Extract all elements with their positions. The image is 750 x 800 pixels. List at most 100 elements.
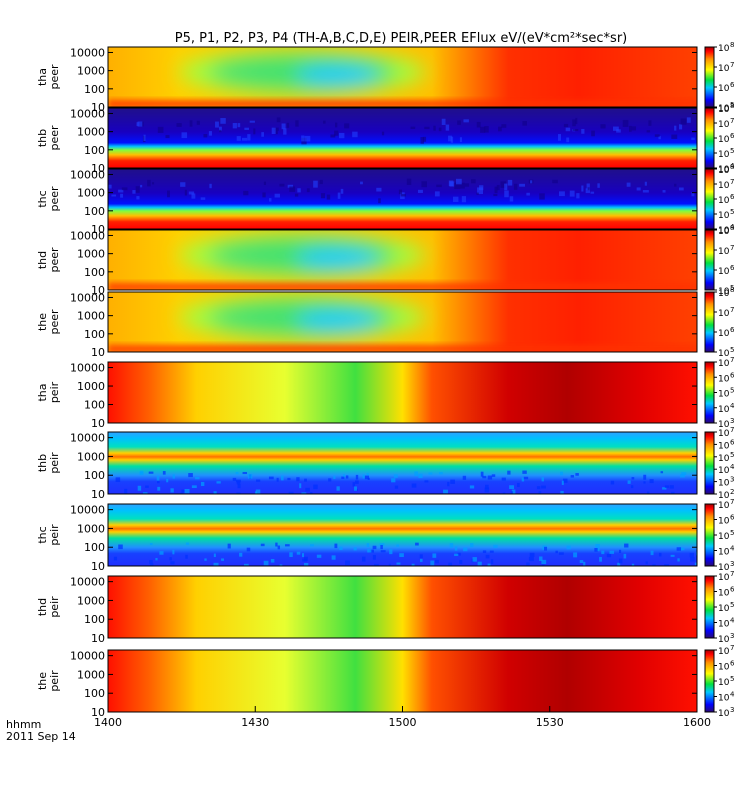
time-axis-date: 2011 Sep 14 xyxy=(6,730,76,743)
panel-the-peir: 10100100010000the peir103104105106107 xyxy=(36,644,735,719)
colorbar xyxy=(705,432,714,494)
x-tick-label: 1400 xyxy=(94,716,122,729)
colorbar-tick-label: 10 xyxy=(718,289,730,299)
colorbar-tick-label: 10 xyxy=(718,441,730,451)
colorbar-tick-exponent: 6 xyxy=(730,514,735,522)
y-tick-label: 100 xyxy=(84,328,105,341)
y-tick-label: 100 xyxy=(84,144,105,157)
colorbar-tick-exponent: 6 xyxy=(730,264,735,272)
y-tick-label: 1000 xyxy=(77,668,105,681)
colorbar-tick-label: 10 xyxy=(718,150,730,160)
colorbar-tick-exponent: 4 xyxy=(730,545,735,553)
colorbar-tick-label: 10 xyxy=(718,491,730,501)
colorbar-tick-label: 10 xyxy=(718,247,730,257)
colorbar-tick-label: 10 xyxy=(718,349,730,359)
colorbar-tick-exponent: 7 xyxy=(730,356,734,364)
colorbar-tick-exponent: 4 xyxy=(730,617,735,625)
colorbar-tick-label: 10 xyxy=(718,517,730,527)
colorbar-tick-exponent: 7 xyxy=(730,178,734,186)
y-tick-label: 10000 xyxy=(70,504,105,517)
y-tick-label: 10000 xyxy=(70,362,105,375)
colorbar-tick-label: 10 xyxy=(718,267,730,277)
y-tick-label: 100 xyxy=(84,687,105,700)
colorbar xyxy=(705,292,714,352)
colorbar-tick-label: 10 xyxy=(718,589,730,599)
colorbar-tick-exponent: 7 xyxy=(730,244,734,252)
colorbar-tick-exponent: 4 xyxy=(730,691,735,699)
colorbar-tick-label: 10 xyxy=(718,454,730,464)
panel-thb-peir: 10100100010000thb peir102103104105106107 xyxy=(36,426,735,501)
y-tick-label: 1000 xyxy=(77,126,105,139)
x-tick-label: 1430 xyxy=(241,716,269,729)
panel-thd-peer: 10100100010000thd peer105106107108 xyxy=(36,224,735,297)
colorbar-tick-label: 10 xyxy=(718,390,730,400)
colorbar-tick-exponent: 5 xyxy=(730,346,734,354)
panel-species-label: peir xyxy=(48,381,61,403)
y-tick-label: 10000 xyxy=(70,650,105,663)
panel-species-label: peir xyxy=(48,670,61,692)
colorbar-tick-exponent: 6 xyxy=(730,586,735,594)
y-tick-label: 10000 xyxy=(70,107,105,120)
y-tick-label: 100 xyxy=(84,469,105,482)
panel-thc-peir: 10100100010000thc peir103104105106107 xyxy=(36,498,735,573)
panel-species-label: peir xyxy=(48,452,61,474)
panel-species-label: peer xyxy=(48,247,61,273)
colorbar-tick-exponent: 2 xyxy=(730,488,734,496)
colorbar-tick-label: 10 xyxy=(718,211,730,221)
panel-species-label: peir xyxy=(48,596,61,618)
panel-species-label: peer xyxy=(48,309,61,335)
y-tick-label: 1000 xyxy=(77,310,105,323)
y-tick-label: 1000 xyxy=(77,450,105,463)
colorbar-tick-label: 10 xyxy=(718,84,730,94)
colorbar-tick-exponent: 4 xyxy=(730,402,735,410)
colorbar-tick-label: 10 xyxy=(718,105,730,115)
colorbar-tick-exponent: 7 xyxy=(730,570,734,578)
y-tick-label: 10000 xyxy=(70,432,105,445)
colorbar-tick-label: 10 xyxy=(718,359,730,369)
colorbar-tick-exponent: 8 xyxy=(730,102,734,110)
panel-species-label: peer xyxy=(48,186,61,212)
colorbar-tick-exponent: 7 xyxy=(730,306,734,314)
colorbar-tick-label: 10 xyxy=(718,44,730,54)
colorbar-tick-label: 10 xyxy=(718,405,730,415)
colorbar-tick-label: 10 xyxy=(718,309,730,319)
colorbar-tick-exponent: 8 xyxy=(730,286,734,294)
x-tick-label: 1600 xyxy=(683,716,711,729)
y-tick-label: 10 xyxy=(91,417,105,430)
colorbar-tick-exponent: 6 xyxy=(730,660,735,668)
y-tick-label: 1000 xyxy=(77,594,105,607)
colorbar-tick-label: 10 xyxy=(718,548,730,558)
colorbar-tick-label: 10 xyxy=(718,227,730,237)
colorbar-tick-label: 10 xyxy=(718,647,730,657)
colorbar-tick-exponent: 8 xyxy=(730,224,734,232)
panel-species-label: peer xyxy=(48,125,61,151)
y-tick-label: 100 xyxy=(84,541,105,554)
y-tick-label: 10000 xyxy=(70,168,105,181)
y-tick-label: 10 xyxy=(91,488,105,501)
colorbar xyxy=(705,362,714,423)
y-tick-label: 100 xyxy=(84,83,105,96)
colorbar xyxy=(705,230,714,290)
colorbar-tick-exponent: 5 xyxy=(730,147,734,155)
colorbar-tick-label: 10 xyxy=(718,329,730,339)
y-tick-label: 10000 xyxy=(70,229,105,242)
y-tick-label: 10 xyxy=(91,632,105,645)
panel-thc-peer: 10100100010000thc peer104105106107108 xyxy=(36,163,735,236)
colorbar-tick-exponent: 7 xyxy=(730,426,734,434)
colorbar-tick-exponent: 7 xyxy=(730,644,734,652)
y-tick-label: 10000 xyxy=(70,291,105,304)
panel-species-label: peer xyxy=(48,64,61,90)
y-tick-label: 1000 xyxy=(77,248,105,261)
y-tick-label: 100 xyxy=(84,399,105,412)
colorbar-tick-exponent: 5 xyxy=(730,601,734,609)
colorbar-tick-exponent: 8 xyxy=(730,41,734,49)
colorbar-tick-label: 10 xyxy=(718,120,730,130)
colorbar-tick-label: 10 xyxy=(718,64,730,74)
colorbar-tick-label: 10 xyxy=(718,166,730,176)
panel-species-label: peir xyxy=(48,524,61,546)
y-tick-label: 1000 xyxy=(77,187,105,200)
colorbar xyxy=(705,650,714,712)
panel-the-peer: 10100100010000the peer105106107108 xyxy=(36,286,735,359)
colorbar-tick-label: 10 xyxy=(718,663,730,673)
colorbar-tick-exponent: 6 xyxy=(730,81,735,89)
